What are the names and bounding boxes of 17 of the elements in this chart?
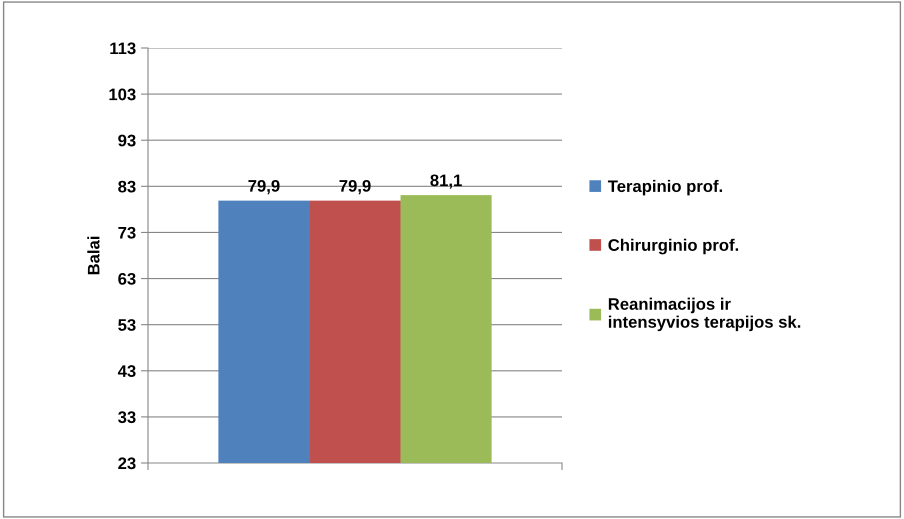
y-tick-label: 33: [118, 411, 136, 424]
legend-label: Terapinio prof.: [608, 180, 722, 196]
legend-label: Chirurginio prof.: [608, 238, 738, 254]
legend-label: Reanimacijos ir intensyvios terapijos sk.: [608, 298, 800, 332]
y-tick-label: 103: [109, 88, 136, 100]
y-tick-label: 93: [118, 134, 136, 146]
y-tick-label: 73: [118, 226, 136, 239]
data-label: 79,9: [340, 180, 371, 194]
y-tick-label: 23: [118, 457, 136, 470]
y-tick-label: 63: [118, 272, 136, 285]
y-tick-label: 113: [110, 42, 136, 54]
y-axis-title: Balai: [87, 236, 100, 274]
y-tick-label: 53: [118, 319, 136, 331]
y-tick-label: 43: [118, 365, 136, 378]
data-label: 81,1: [430, 174, 462, 189]
data-label: 79,9: [248, 180, 280, 194]
y-tick-label: 83: [118, 180, 136, 193]
